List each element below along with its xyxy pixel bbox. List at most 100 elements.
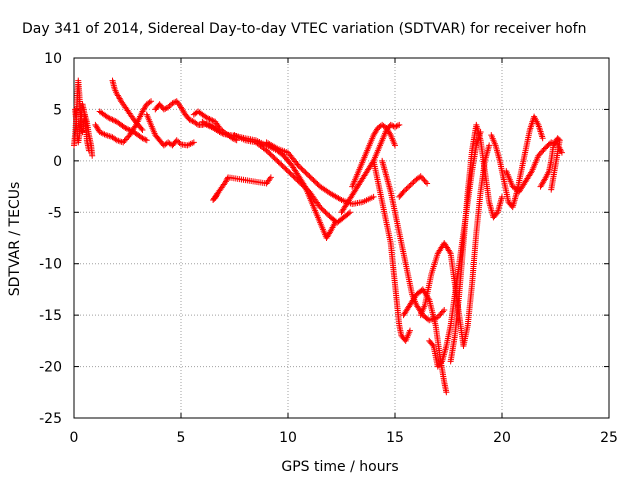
data-point (140, 135, 147, 142)
data-point (186, 116, 193, 123)
data-point (206, 116, 213, 123)
data-point (301, 168, 308, 175)
data-point (142, 136, 149, 143)
x-tick-label: 25 (600, 430, 618, 446)
data-point (446, 248, 453, 255)
data-point (305, 172, 312, 178)
data-point (297, 164, 304, 171)
data-point (345, 210, 352, 217)
series-arc-W (503, 139, 565, 195)
data-point (217, 129, 224, 136)
data-point (122, 124, 129, 131)
data-point (347, 209, 354, 216)
series-arc-N (349, 121, 398, 190)
data-point (169, 100, 176, 107)
data-point (115, 94, 122, 101)
data-point (122, 136, 129, 143)
data-point (307, 174, 314, 181)
data-point (193, 120, 200, 127)
data-point (291, 174, 298, 181)
data-point (303, 170, 310, 177)
x-tick-label: 5 (177, 430, 186, 446)
data-point (392, 142, 398, 149)
data-point (289, 172, 296, 178)
data-point (558, 149, 565, 156)
data-point (121, 137, 128, 144)
data-point (264, 148, 271, 155)
data-point (406, 183, 413, 190)
data-point (421, 177, 428, 184)
data-point (535, 152, 542, 159)
data-point (441, 307, 448, 313)
data-point (393, 123, 400, 130)
data-point (294, 161, 301, 168)
data-point (313, 179, 320, 186)
data-point (105, 114, 112, 121)
data-point (396, 121, 403, 128)
series-arc-F (143, 111, 197, 149)
data-point (282, 165, 289, 172)
data-point (297, 179, 304, 186)
plot-area-frame (73, 57, 610, 419)
data-point (132, 123, 139, 130)
data-point (386, 130, 393, 137)
x-tick-label: 10 (279, 430, 297, 446)
data-point (437, 311, 444, 318)
y-tick-label: 0 (53, 154, 62, 170)
data-point (486, 142, 493, 149)
data-point (439, 308, 446, 315)
data-point (270, 154, 277, 160)
data-point (298, 181, 305, 187)
data-point (205, 115, 212, 122)
data-point (143, 137, 150, 144)
data-point (319, 206, 326, 213)
data-point (306, 173, 313, 180)
data-point (176, 140, 183, 147)
data-point (173, 137, 180, 144)
data-point (139, 127, 146, 133)
data-point (224, 175, 231, 182)
x-tick-label: 15 (386, 430, 404, 446)
data-point (190, 139, 197, 146)
data-point (279, 163, 286, 169)
data-point (407, 181, 414, 188)
data-point (283, 166, 290, 173)
data-point (406, 327, 413, 334)
data-point (400, 188, 407, 195)
y-tick-label: 10 (44, 51, 62, 67)
series-arc-V (488, 113, 546, 211)
data-point (323, 210, 330, 217)
data-point (422, 179, 429, 186)
data-point (219, 130, 226, 137)
series-arc-B (72, 101, 96, 159)
series-arc-E (92, 98, 155, 146)
data-point (108, 116, 115, 123)
axis-ticks: 0 5 10 15 20 25 10 5 0 -5 -10 -15 -20 -25 (39, 51, 618, 446)
data-point (303, 186, 310, 193)
data-point (286, 169, 293, 176)
data-point (280, 164, 287, 171)
data-point (417, 173, 424, 180)
data-point (309, 175, 316, 182)
grid-lines (74, 58, 609, 418)
series-arc-Q (396, 173, 431, 200)
series-arc-D (109, 77, 146, 133)
data-point (548, 186, 555, 193)
data-point (106, 115, 113, 122)
data-point (394, 122, 401, 129)
series-arc-L (210, 174, 274, 203)
y-tick-label: -5 (48, 205, 62, 221)
data-point (539, 135, 546, 142)
data-point (528, 169, 535, 176)
data-point (263, 147, 270, 154)
data-point (420, 176, 427, 183)
data-point (124, 135, 131, 142)
data-point (436, 312, 443, 319)
data-point (120, 139, 127, 146)
y-axis-title: SDTVAR / TECUs (7, 182, 23, 297)
data-point (138, 125, 145, 132)
data-point (266, 150, 273, 157)
data-point (267, 151, 274, 158)
x-tick-label: 20 (493, 430, 511, 446)
